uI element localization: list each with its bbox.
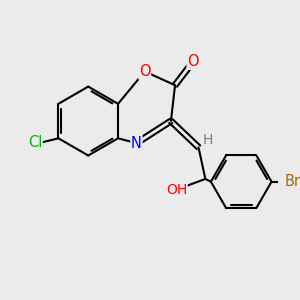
Text: N: N [131, 136, 142, 151]
Text: Cl: Cl [28, 135, 42, 150]
Text: O: O [139, 64, 151, 79]
Text: OH: OH [166, 183, 187, 197]
Text: Br: Br [284, 174, 300, 189]
Text: O: O [187, 54, 199, 69]
Text: H: H [203, 134, 213, 147]
